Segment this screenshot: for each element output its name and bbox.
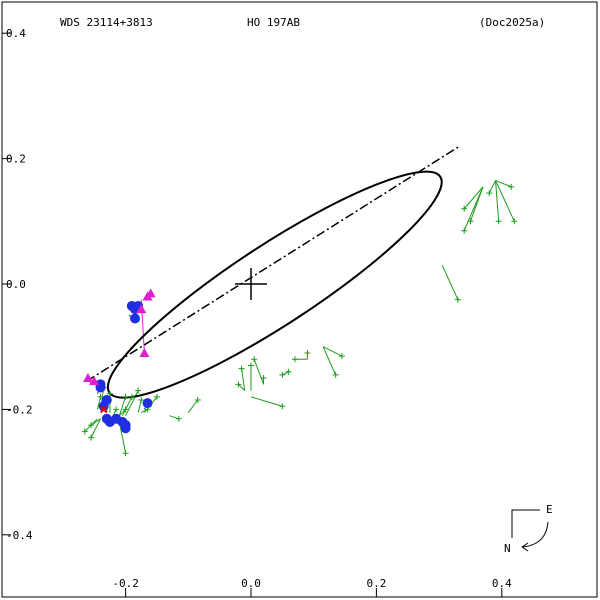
green-plus-marker — [467, 218, 474, 225]
green-plus-marker — [279, 371, 286, 378]
magenta-triangle-marker — [82, 373, 93, 383]
green-plus-marker — [238, 365, 245, 372]
green-residual-line — [169, 415, 180, 420]
compass-arrow — [521, 521, 549, 548]
blue-dot-marker — [98, 401, 109, 412]
green-residual-line — [495, 180, 515, 222]
green-plus-marker — [495, 218, 502, 225]
green-residual-line — [250, 396, 283, 407]
green-residual-line — [495, 180, 500, 222]
green-residual-line — [241, 368, 246, 391]
green-residual-line — [238, 383, 246, 391]
green-residual-line — [441, 264, 459, 300]
header-reference: (Doc2025a) — [479, 16, 545, 29]
compass-bracket — [511, 509, 540, 538]
green-plus-marker — [260, 375, 267, 382]
green-residual-line — [141, 408, 148, 413]
green-residual-line — [96, 396, 102, 410]
y-tick-label: 0.0 — [6, 278, 26, 291]
green-residual-line — [90, 418, 101, 438]
green-plus-marker — [454, 296, 461, 303]
blue-dot-marker — [120, 423, 131, 434]
y-tick-label: 0.2 — [6, 153, 26, 166]
compass-east-label: E — [546, 503, 553, 516]
green-plus-marker — [486, 190, 493, 197]
header-wds-id: WDS 23114+3813 — [60, 16, 153, 29]
x-tick-label: -0.2 — [112, 577, 139, 590]
compass-arrowhead — [521, 542, 529, 552]
green-residual-line — [463, 186, 484, 231]
blue-dot-marker — [142, 398, 153, 409]
green-residual-line — [118, 421, 127, 454]
green-residual-line — [137, 399, 142, 413]
green-plus-marker — [153, 393, 160, 400]
green-plus-marker — [135, 387, 142, 394]
green-plus-marker — [97, 393, 104, 400]
green-plus-marker — [194, 396, 201, 403]
green-residual-line — [322, 346, 343, 357]
x-tick-label: 0.0 — [241, 577, 261, 590]
green-plus-marker — [138, 396, 145, 403]
blue-dot-marker — [130, 313, 141, 324]
header-pair: HO 197AB — [247, 16, 300, 29]
y-tick-label: -0.4 — [6, 529, 33, 542]
green-residual-line — [282, 371, 289, 376]
green-residual-line — [122, 396, 133, 416]
green-plus-marker — [304, 349, 311, 356]
red-x-marker — [99, 405, 108, 414]
axes: -0.2 0.0 0.2 0.4 0.4 0.2 0.0 -0.2 -0.4 — [2, 27, 512, 597]
green-plus-marker — [122, 406, 129, 413]
green-plus-marker — [248, 362, 254, 369]
green-residual-line — [125, 390, 139, 416]
orbit-ellipse — [106, 170, 443, 399]
magenta-triangle-marker — [139, 347, 150, 357]
green-plus-marker — [122, 393, 129, 400]
green-residual-line — [118, 409, 126, 417]
green-plus-marker — [113, 406, 120, 413]
green-plus-marker — [511, 218, 518, 225]
green-residual-line — [322, 346, 337, 376]
green-plus-marker — [106, 390, 113, 397]
green-residual-line — [463, 186, 484, 210]
magenta-triangle-marker — [136, 304, 147, 314]
green-plus-marker — [122, 450, 129, 457]
y-tick-label: -0.2 — [6, 403, 33, 416]
x-tick-label: 0.2 — [366, 577, 386, 590]
compass-north-label: N — [504, 542, 511, 555]
observation-markers — [81, 183, 518, 457]
green-plus-marker — [279, 403, 286, 410]
x-tick-label: 0.4 — [492, 577, 512, 590]
green-plus-marker — [332, 371, 339, 378]
green-plus-marker — [291, 356, 298, 363]
green-plus-marker — [81, 428, 88, 435]
orbit-layer — [86, 145, 461, 399]
line-of-nodes — [86, 145, 461, 382]
green-residual-line — [495, 180, 512, 188]
green-plus-marker — [338, 353, 345, 360]
green-plus-marker — [88, 422, 95, 429]
compass: E N — [504, 503, 553, 555]
green-plus-marker — [508, 183, 515, 190]
green-residual-line — [118, 396, 127, 416]
green-residual-line — [488, 180, 496, 194]
green-residual-line — [187, 399, 199, 413]
green-plus-marker — [285, 368, 292, 375]
magenta-triangle-marker — [89, 376, 100, 386]
green-plus-marker — [235, 381, 242, 388]
green-residual-line — [253, 359, 265, 385]
green-plus-marker — [461, 205, 468, 212]
green-plus-marker — [175, 415, 182, 422]
green-plus-marker — [251, 356, 258, 363]
green-plus-marker — [461, 227, 468, 234]
green-plus-marker — [88, 434, 95, 441]
magenta-triangle-marker — [142, 291, 153, 301]
green-plus-marker — [128, 393, 135, 400]
y-tick-label: 0.4 — [6, 27, 26, 40]
